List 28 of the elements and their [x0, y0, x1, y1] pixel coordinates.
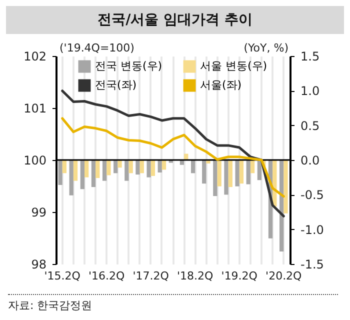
y2-tick-label: 0.5 — [300, 118, 320, 133]
x-tick-label: '15.2Q — [44, 270, 81, 282]
chart-title: 전국/서울 임대가격 추이 — [6, 6, 344, 34]
legend-label: 전국(좌) — [95, 78, 137, 92]
line-series — [61, 117, 285, 198]
y-tick-label: 102 — [24, 50, 46, 64]
x-tick-label: '18.2Q — [177, 270, 214, 282]
legend-label: 서울 변동(우) — [200, 60, 268, 73]
legend-label: 전국 변동(우) — [95, 60, 162, 73]
legend-label: 서울(좌) — [200, 78, 242, 92]
y-axis-title: ('19.4Q=100) — [60, 42, 134, 54]
y2-tick-label: 1.5 — [300, 50, 320, 64]
y-tick-label: 98 — [31, 258, 46, 272]
x-tick-label: '19.2Q — [221, 270, 258, 282]
y2-tick-label: -0.5 — [300, 188, 324, 202]
line-series — [61, 90, 285, 218]
text: 자료: 한국감정원 — [8, 294, 338, 313]
x-tick-label: '16.2Q — [88, 270, 126, 282]
x-tick-label: '17.2Q — [132, 270, 170, 282]
y2-axis-title: (YoY, %) — [244, 42, 288, 54]
y-tick-label: 100 — [24, 154, 46, 168]
y2-tick-label: 1.0 — [300, 84, 320, 98]
y2-tick-label: -1.5 — [300, 258, 324, 272]
y2-tick-label: -1.0 — [300, 222, 324, 237]
x-tick-label: '20.2Q — [266, 270, 302, 282]
y2-tick-label: 0.0 — [300, 154, 320, 168]
y-tick-label: 99 — [31, 206, 46, 220]
y-tick-label: 101 — [24, 102, 46, 116]
